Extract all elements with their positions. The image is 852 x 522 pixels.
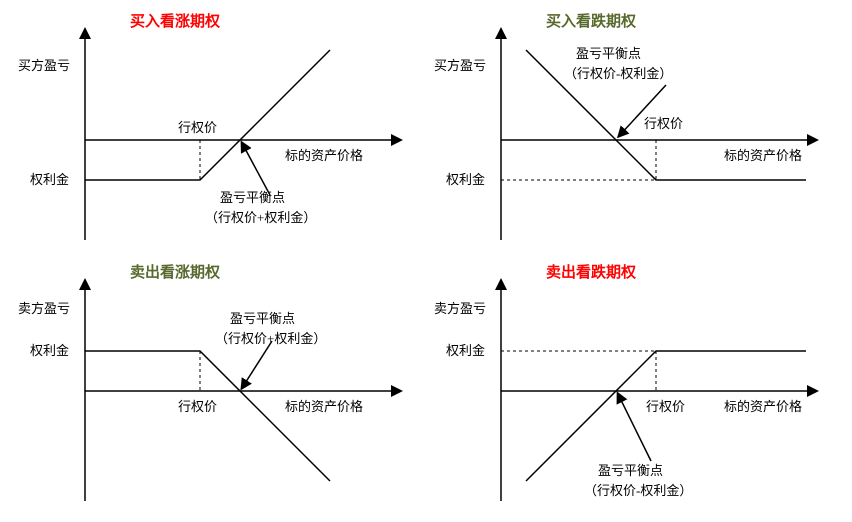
panel-short-call: 卖出看涨期权 卖方盈亏 权利金 行权价 标的资产价格 盈亏平衡点 （行权价+权利…	[10, 261, 426, 512]
diagram-grid: 买入看涨期权 买方盈亏 权利金 行权价 标的资产价格 盈亏平衡点 （行权价+权利…	[10, 10, 842, 512]
breakeven-label: 盈亏平衡点	[576, 46, 641, 63]
xlabel: 标的资产价格	[724, 148, 802, 165]
breakeven-sub: （行权价+权利金）	[215, 331, 326, 348]
chart-short-call	[10, 261, 426, 512]
strike-label: 行权价	[646, 399, 685, 416]
breakeven-label: 盈亏平衡点	[598, 463, 663, 480]
ylabel: 卖方盈亏	[434, 301, 486, 318]
ylabel: 买方盈亏	[434, 58, 486, 75]
ylabel: 卖方盈亏	[18, 301, 70, 318]
ylabel: 买方盈亏	[18, 58, 70, 75]
premium-label: 权利金	[30, 172, 69, 189]
breakeven-sub: （行权价+权利金）	[205, 210, 316, 227]
strike-label: 行权价	[644, 116, 683, 133]
xlabel: 标的资产价格	[724, 399, 802, 416]
strike-label: 行权价	[178, 399, 217, 416]
breakeven-sub: （行权价-权利金）	[564, 66, 672, 83]
premium-label: 权利金	[446, 343, 485, 360]
breakeven-label: 盈亏平衡点	[230, 311, 295, 328]
panel-short-put: 卖出看跌期权 卖方盈亏 权利金 行权价 标的资产价格 盈亏平衡点 （行权价-权利…	[426, 261, 842, 512]
xlabel: 标的资产价格	[285, 399, 363, 416]
panel-long-put: 买入看跌期权 买方盈亏 权利金 盈亏平衡点 （行权价-权利金） 行权价 标的资产…	[426, 10, 842, 261]
xlabel: 标的资产价格	[285, 148, 363, 165]
panel-long-call: 买入看涨期权 买方盈亏 权利金 行权价 标的资产价格 盈亏平衡点 （行权价+权利…	[10, 10, 426, 261]
breakeven-sub: （行权价-权利金）	[584, 483, 692, 500]
premium-label: 权利金	[446, 172, 485, 189]
breakeven-label: 盈亏平衡点	[220, 190, 285, 207]
premium-label: 权利金	[30, 343, 69, 360]
strike-label: 行权价	[178, 120, 217, 137]
